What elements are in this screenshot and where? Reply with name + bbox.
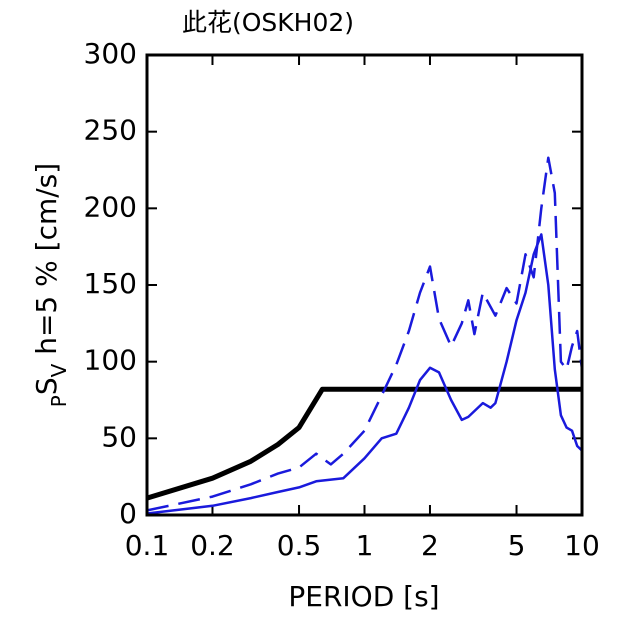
y-tick-label: 300 (84, 37, 137, 70)
x-tick-label: 5 (508, 529, 526, 562)
plot-frame (145, 53, 584, 517)
x-tick-label: 1 (356, 529, 374, 562)
y-tick-label: 200 (84, 190, 137, 223)
series-line (147, 233, 582, 515)
y-tick-label: 0 (119, 497, 137, 530)
y-tick-label: 250 (84, 114, 137, 147)
x-tick-label: 2 (421, 529, 439, 562)
y-tick-label: 100 (84, 344, 137, 377)
x-tick-label: 0.5 (277, 529, 322, 562)
y-label-part: S (30, 377, 63, 395)
x-tick-label: 10 (564, 529, 600, 562)
x-axis-label: PERIOD [s] (288, 580, 439, 613)
y-axis-label: PSV h=5 % [cm/s] (30, 163, 71, 407)
series-line (147, 156, 582, 512)
x-tick-label: 0.1 (125, 529, 170, 562)
y-tick-label: 150 (84, 267, 137, 300)
y-label-part: V (47, 363, 71, 377)
y-label-part: h=5 % [cm/s] (30, 163, 63, 364)
chart-title: 此花(OSKH02) (182, 8, 354, 37)
x-tick-label: 0.2 (190, 529, 235, 562)
y-label-part: P (47, 395, 71, 407)
series-line (147, 386, 582, 501)
y-tick-label: 50 (101, 420, 137, 453)
